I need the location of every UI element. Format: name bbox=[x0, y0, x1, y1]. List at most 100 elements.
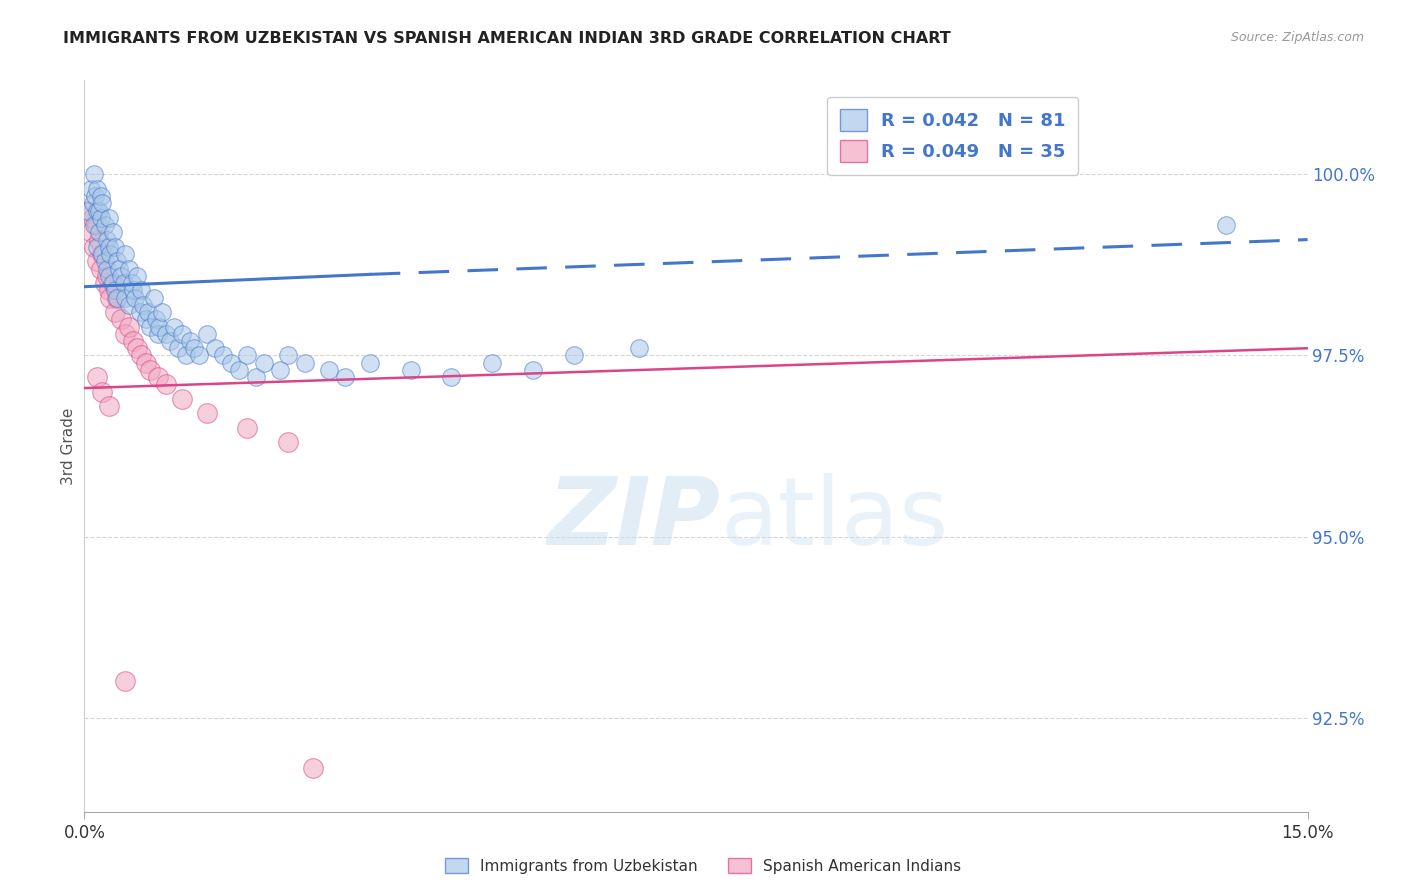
Text: ZIP: ZIP bbox=[547, 473, 720, 566]
Point bbox=[219, 356, 242, 370]
Point bbox=[86, 254, 108, 268]
Point bbox=[269, 363, 291, 377]
Point bbox=[114, 291, 136, 305]
Point bbox=[172, 326, 194, 341]
Point bbox=[114, 674, 136, 689]
Point bbox=[80, 225, 103, 239]
Point bbox=[90, 211, 112, 225]
Point bbox=[138, 319, 160, 334]
Point bbox=[77, 203, 100, 218]
Point bbox=[212, 349, 235, 363]
Point bbox=[107, 261, 129, 276]
Legend: R = 0.042   N = 81, R = 0.049   N = 35: R = 0.042 N = 81, R = 0.049 N = 35 bbox=[827, 96, 1078, 175]
Point bbox=[87, 225, 110, 239]
Point bbox=[86, 240, 108, 254]
Point bbox=[82, 196, 104, 211]
Point bbox=[127, 268, 149, 283]
Point bbox=[110, 268, 132, 283]
Y-axis label: 3rd Grade: 3rd Grade bbox=[60, 408, 76, 484]
Point bbox=[100, 291, 122, 305]
Point bbox=[522, 363, 544, 377]
Point bbox=[105, 291, 128, 305]
Point bbox=[174, 349, 197, 363]
Point bbox=[159, 334, 181, 348]
Point bbox=[112, 276, 135, 290]
Point bbox=[86, 370, 108, 384]
Point bbox=[93, 218, 115, 232]
Point bbox=[104, 283, 127, 297]
Point bbox=[148, 319, 170, 334]
Point bbox=[245, 370, 267, 384]
Point bbox=[97, 283, 120, 297]
Point bbox=[318, 363, 340, 377]
Point bbox=[83, 240, 105, 254]
Point bbox=[155, 326, 177, 341]
Point bbox=[118, 261, 141, 276]
Point bbox=[96, 268, 118, 283]
Point bbox=[146, 326, 169, 341]
Point bbox=[179, 334, 201, 348]
Point bbox=[146, 370, 169, 384]
Point bbox=[105, 254, 128, 268]
Point bbox=[118, 298, 141, 312]
Point bbox=[101, 225, 124, 239]
Point bbox=[97, 268, 120, 283]
Point bbox=[86, 203, 108, 218]
Point bbox=[101, 276, 124, 290]
Point bbox=[93, 276, 115, 290]
Point bbox=[91, 247, 114, 261]
Point bbox=[172, 392, 194, 406]
Point bbox=[104, 240, 127, 254]
Point bbox=[253, 356, 276, 370]
Point bbox=[228, 363, 250, 377]
Point bbox=[627, 341, 650, 355]
Point bbox=[91, 196, 114, 211]
Point bbox=[136, 305, 159, 319]
Point bbox=[294, 356, 316, 370]
Point bbox=[167, 341, 190, 355]
Point bbox=[277, 349, 299, 363]
Point bbox=[195, 326, 218, 341]
Point bbox=[96, 233, 118, 247]
Point bbox=[399, 363, 422, 377]
Point bbox=[150, 305, 173, 319]
Point bbox=[187, 349, 209, 363]
Point bbox=[204, 341, 226, 355]
Point bbox=[128, 305, 150, 319]
Point bbox=[138, 363, 160, 377]
Point bbox=[97, 399, 120, 413]
Point bbox=[83, 168, 105, 182]
Point bbox=[86, 182, 108, 196]
Point bbox=[91, 247, 114, 261]
Point bbox=[118, 319, 141, 334]
Point bbox=[80, 182, 103, 196]
Point bbox=[124, 291, 146, 305]
Point bbox=[77, 203, 100, 218]
Point bbox=[440, 370, 463, 384]
Point bbox=[301, 761, 323, 775]
Legend: Immigrants from Uzbekistan, Spanish American Indians: Immigrants from Uzbekistan, Spanish Amer… bbox=[439, 852, 967, 880]
Point bbox=[122, 334, 145, 348]
Point bbox=[97, 240, 120, 254]
Point bbox=[114, 247, 136, 261]
Point bbox=[84, 189, 107, 203]
Point bbox=[90, 189, 112, 203]
Point bbox=[87, 233, 110, 247]
Point bbox=[562, 349, 585, 363]
Point bbox=[236, 349, 259, 363]
Point bbox=[83, 218, 105, 232]
Text: atlas: atlas bbox=[720, 473, 949, 566]
Point bbox=[131, 349, 153, 363]
Point bbox=[82, 211, 104, 225]
Point bbox=[132, 298, 155, 312]
Point bbox=[87, 203, 110, 218]
Point bbox=[481, 356, 503, 370]
Point bbox=[100, 247, 122, 261]
Point bbox=[135, 312, 157, 326]
Text: IMMIGRANTS FROM UZBEKISTAN VS SPANISH AMERICAN INDIAN 3RD GRADE CORRELATION CHAR: IMMIGRANTS FROM UZBEKISTAN VS SPANISH AM… bbox=[63, 31, 950, 46]
Point bbox=[101, 276, 124, 290]
Point bbox=[145, 312, 167, 326]
Point bbox=[236, 421, 259, 435]
Text: Source: ZipAtlas.com: Source: ZipAtlas.com bbox=[1230, 31, 1364, 45]
Point bbox=[359, 356, 381, 370]
